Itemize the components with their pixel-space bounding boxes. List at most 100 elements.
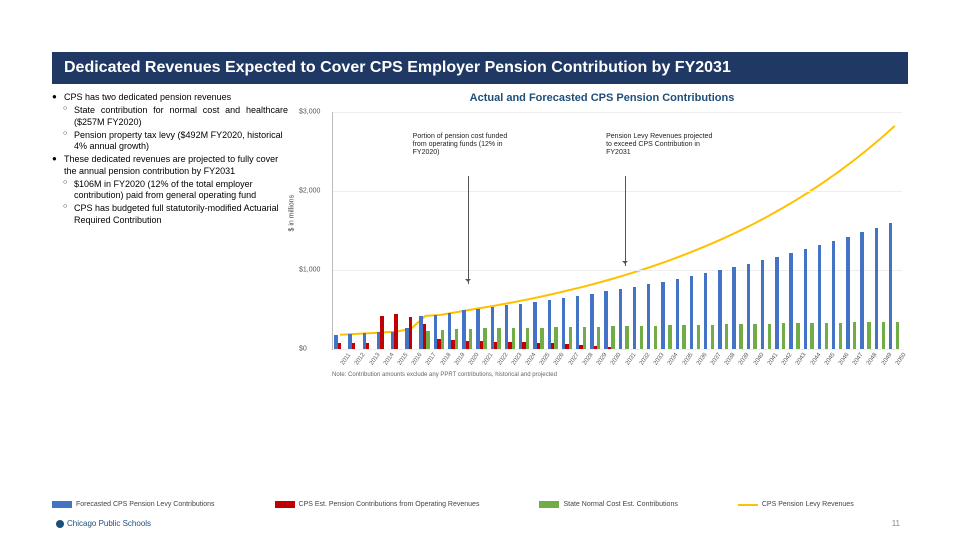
bar-state [839,323,842,349]
x-tick-label: 2016 [411,352,424,366]
bar-levy [732,267,735,349]
legend-label: Forecasted CPS Pension Levy Contribution… [76,501,215,508]
bar-state [497,328,500,349]
y-axis-label: $ in millions [289,195,296,232]
bar-levy [832,241,835,349]
x-tick-label: 2036 [696,352,709,366]
x-tick-label: 2027 [568,352,581,366]
x-tick-label: 2044 [810,352,823,366]
legend-swatch [539,501,559,508]
bar-state [725,324,728,349]
annotation-arrow [625,176,626,266]
x-tick-label: 2048 [866,352,879,366]
bar-state [867,322,870,349]
x-tick-label: 2035 [682,352,695,366]
bar-state [426,331,429,349]
x-tick-label: 2042 [781,352,794,366]
bar-levy [747,264,750,349]
legend-item: State Normal Cost Est. Contributions [539,501,677,508]
chart-annotation: Pension Levy Revenues projected to excee… [606,133,716,156]
bar-levy [604,291,607,349]
bar-levy [562,298,565,349]
slide-title: Dedicated Revenues Expected to Cover CPS… [52,52,908,84]
bar-state [782,323,785,349]
y-tick-label: $2,000 [299,187,320,194]
x-tick-label: 2041 [767,352,780,366]
bar-levy [548,300,551,349]
bar-state [796,323,799,349]
bar-levy [846,237,849,349]
chart-title: Actual and Forecasted CPS Pension Contri… [296,92,908,104]
x-tick-label: 2021 [482,352,495,366]
bar-levy [704,273,707,349]
bar-levy [633,287,636,349]
bar-levy [590,294,593,349]
bar-operating [366,343,369,349]
chart-legend: Forecasted CPS Pension Levy Contribution… [52,501,908,508]
x-tick-label: 2012 [354,352,367,366]
bar-levy [889,223,892,349]
gridline [333,270,902,271]
x-tick-label: 2039 [738,352,751,366]
bar-state [583,327,586,349]
y-tick-label: $3,000 [299,109,320,116]
bar-levy [789,253,792,349]
bar-levy [875,228,878,349]
bar-operating [380,316,383,349]
bar-state [625,326,628,349]
bar-levy [718,270,721,349]
x-tick-label: 2019 [454,352,467,366]
bar-state [896,322,899,349]
x-tick-label: 2050 [895,352,908,366]
bar-levy [775,257,778,349]
x-tick-label: 2018 [440,352,453,366]
x-tick-label: 2037 [710,352,723,366]
org-name: Chicago Public Schools [67,519,151,528]
bar-state [853,322,856,349]
legend-item: Forecasted CPS Pension Levy Contribution… [52,501,215,508]
bar-levy [576,296,579,349]
bar-levy [804,249,807,349]
x-tick-label: 2015 [397,352,410,366]
y-tick-label: $0 [299,346,307,353]
bar-state [540,328,543,349]
bar-operating [352,343,355,349]
plot-area: $0$1,000$2,000$3,00020112012201320142015… [332,112,902,350]
legend-swatch [738,504,758,506]
x-tick-label: 2024 [525,352,538,366]
x-tick-label: 2017 [425,352,438,366]
bullet-list: CPS has two dedicated pension revenuesSt… [52,92,292,432]
bullet-level-2: Pension property tax levy ($492M FY2020,… [52,130,288,153]
chart-footnote: Note: Contribution amounts exclude any P… [332,372,908,378]
bullet-level-2: $106M in FY2020 (12% of the total employ… [52,179,288,202]
gridline [333,349,902,350]
bar-state [825,323,828,349]
bar-levy [860,232,863,349]
x-tick-label: 2030 [610,352,623,366]
content-row: CPS has two dedicated pension revenuesSt… [52,92,908,432]
bar-state [611,326,614,349]
bar-state [682,325,685,349]
x-tick-label: 2023 [511,352,524,366]
bar-operating [394,314,397,349]
x-tick-label: 2040 [753,352,766,366]
x-tick-label: 2022 [497,352,510,366]
bar-state [711,325,714,349]
x-tick-label: 2013 [369,352,382,366]
bar-levy [676,279,679,349]
x-tick-label: 2029 [596,352,609,366]
x-tick-label: 2031 [625,352,638,366]
bar-state [739,324,742,349]
gridline [333,112,902,113]
legend-swatch [275,501,295,508]
x-tick-label: 2026 [553,352,566,366]
y-tick-label: $1,000 [299,266,320,273]
chart-area: $ in millions $0$1,000$2,000$3,000201120… [296,108,908,368]
bar-state [569,327,572,349]
bar-levy [761,260,764,349]
footer-logo: Chicago Public Schools [56,519,151,528]
x-tick-label: 2014 [383,352,396,366]
logo-icon [56,520,64,528]
bar-state [455,329,458,349]
bar-state [753,324,756,349]
